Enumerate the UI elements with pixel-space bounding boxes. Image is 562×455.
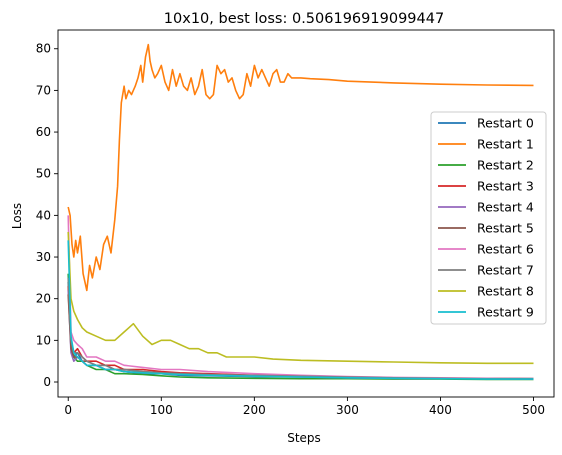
y-tick-label: 40 bbox=[36, 208, 51, 222]
legend-label: Restart 0 bbox=[477, 116, 534, 131]
chart-title: 10x10, best loss: 0.506196919099447 bbox=[164, 11, 444, 27]
legend-label: Restart 2 bbox=[477, 158, 534, 173]
legend-label: Restart 7 bbox=[477, 263, 534, 278]
legend-label: Restart 9 bbox=[477, 305, 534, 320]
y-tick-label: 70 bbox=[36, 83, 51, 97]
series-line-9 bbox=[67, 240, 534, 380]
legend-label: Restart 8 bbox=[477, 284, 534, 299]
legend-label: Restart 4 bbox=[477, 200, 534, 215]
x-tick-label: 200 bbox=[243, 403, 266, 417]
y-tick-label: 60 bbox=[36, 125, 51, 139]
legend-label: Restart 6 bbox=[477, 242, 534, 257]
legend-label: Restart 5 bbox=[477, 221, 534, 236]
legend-label: Restart 1 bbox=[477, 137, 534, 152]
x-tick-label: 0 bbox=[64, 403, 72, 417]
plot-lines bbox=[67, 43, 534, 381]
x-axis-ticks: 0 100 200 300 400 500 bbox=[64, 397, 545, 417]
series-line-8 bbox=[67, 231, 534, 365]
y-tick-label: 80 bbox=[36, 42, 51, 56]
y-tick-label: 30 bbox=[36, 250, 51, 264]
x-tick-label: 400 bbox=[429, 403, 452, 417]
legend-label: Restart 3 bbox=[477, 179, 534, 194]
y-axis-label: Loss bbox=[10, 203, 24, 229]
plot-frame bbox=[57, 29, 555, 398]
x-tick-label: 500 bbox=[522, 403, 545, 417]
y-tick-label: 50 bbox=[36, 167, 51, 181]
y-tick-label: 10 bbox=[36, 333, 51, 347]
series-line-2 bbox=[67, 273, 534, 381]
legend: Restart 0 Restart 1 Restart 2 Restart 3 Rest… bbox=[430, 111, 547, 325]
series-line-1 bbox=[67, 43, 534, 292]
y-tick-label: 20 bbox=[36, 292, 51, 306]
x-tick-label: 100 bbox=[150, 403, 173, 417]
y-tick-label: 0 bbox=[43, 375, 51, 389]
x-axis-label: Steps bbox=[287, 431, 321, 445]
y-axis-ticks: 0 10 20 30 40 50 60 70 80 bbox=[36, 42, 58, 389]
x-tick-label: 300 bbox=[336, 403, 359, 417]
